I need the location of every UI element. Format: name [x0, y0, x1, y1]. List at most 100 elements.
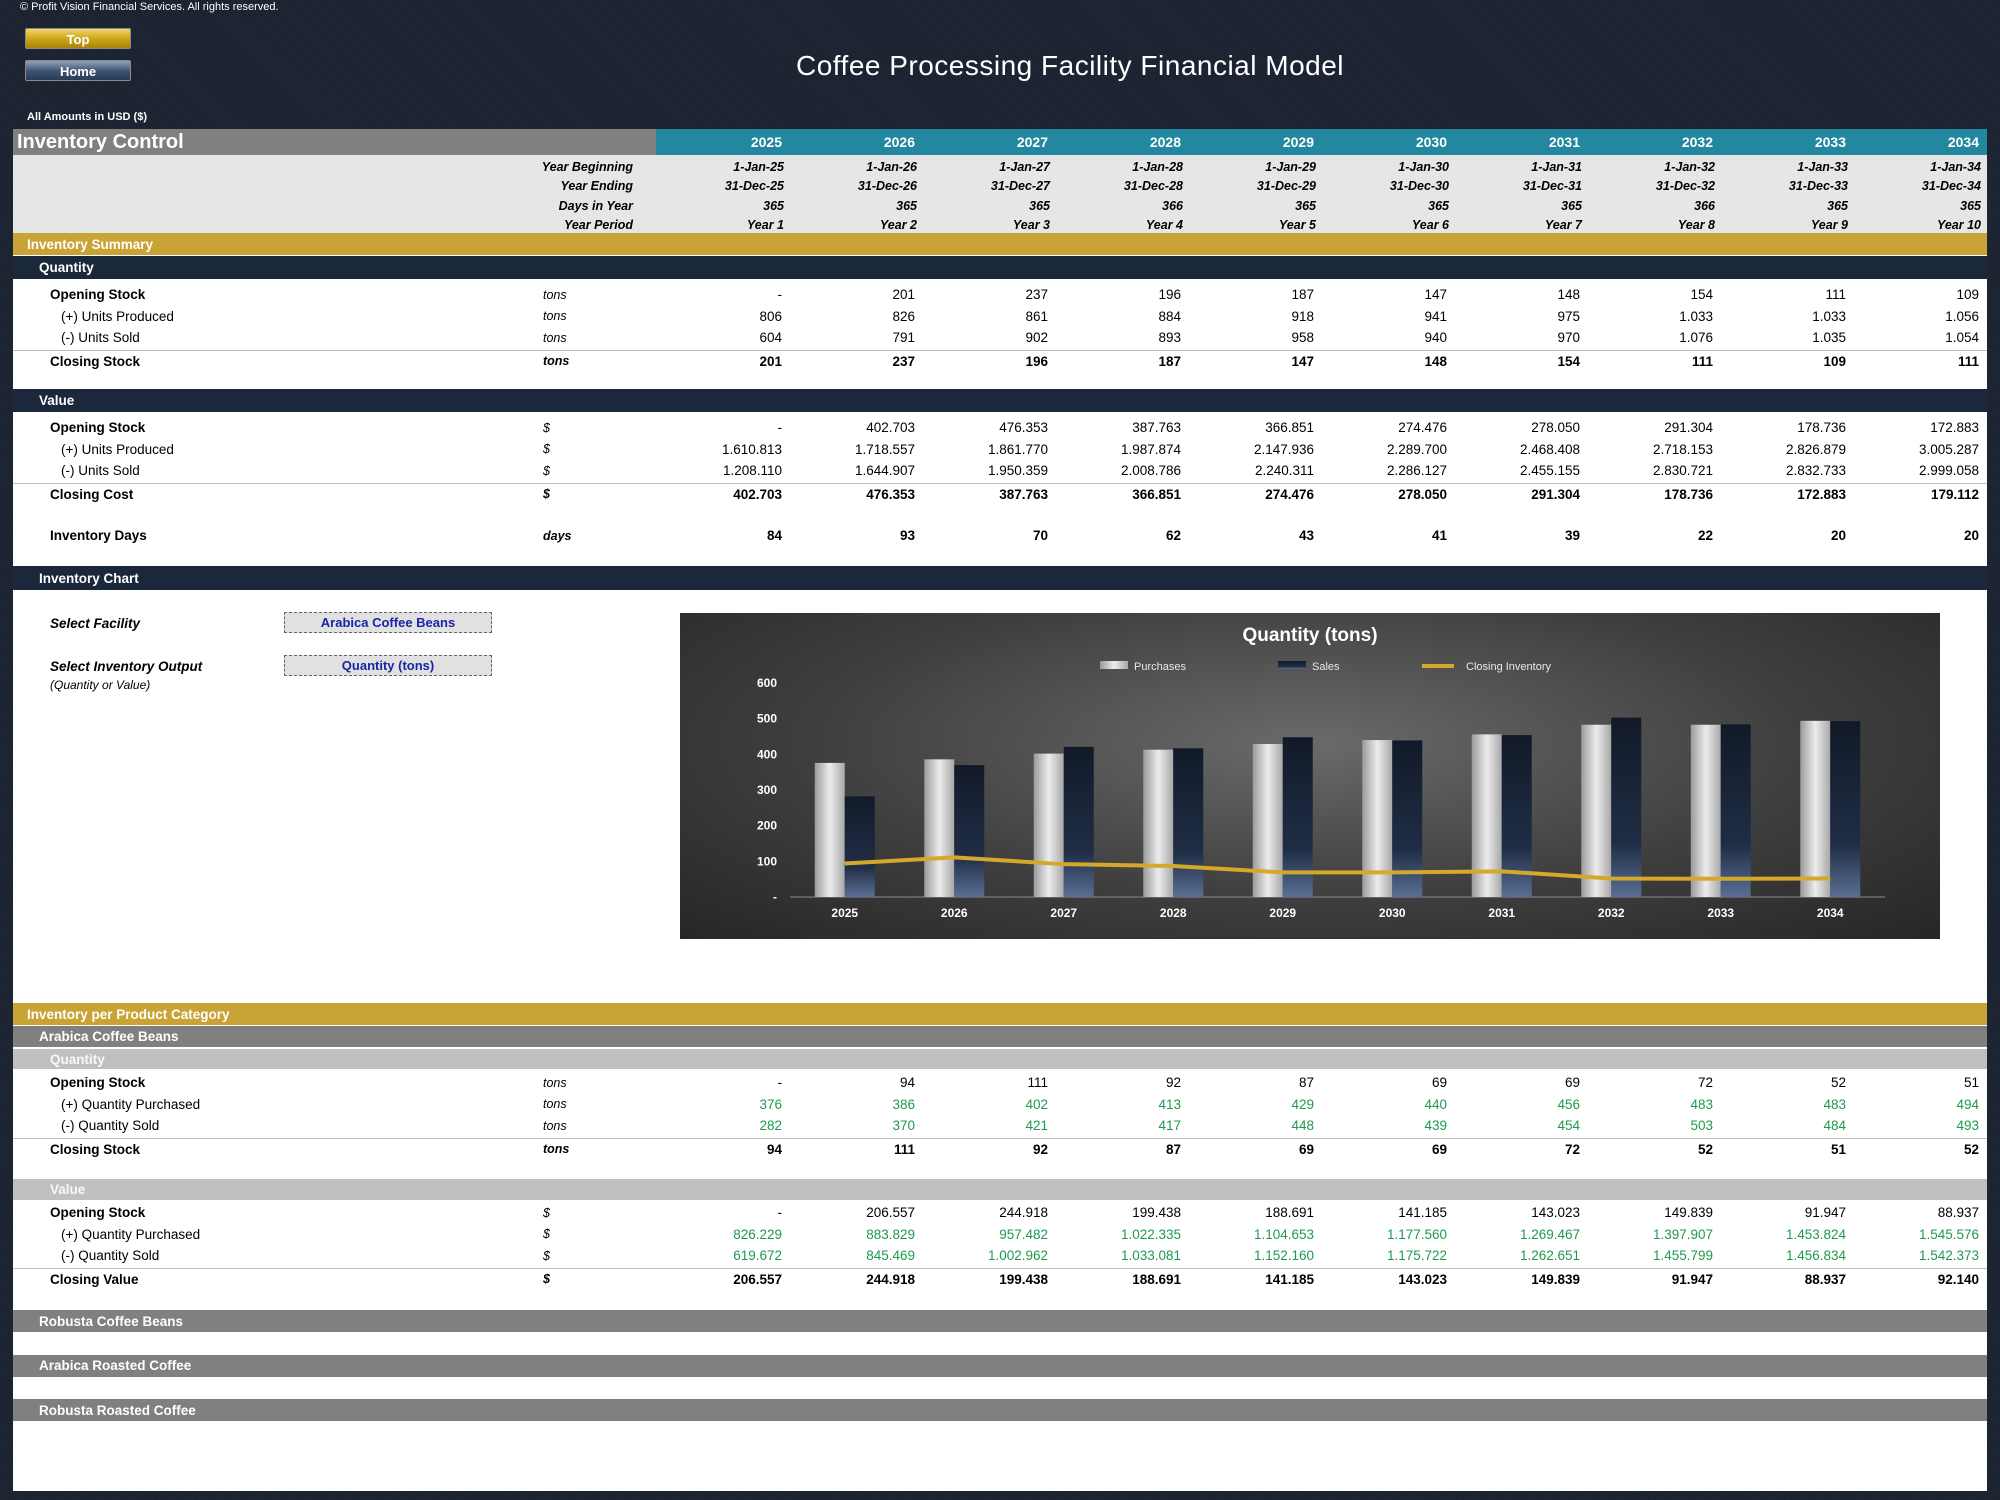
select-facility-row: Select Facility — [13, 612, 1987, 634]
year-header: 2029 — [1282, 134, 1314, 150]
legend-label: Closing Inventory — [1466, 661, 1551, 673]
line-closing-inventory — [844, 855, 1831, 881]
value-cell: 1.175.722 — [1386, 1248, 1447, 1264]
quantity-subheader: Quantity — [13, 256, 1987, 279]
value-cell: 494 — [1956, 1096, 1979, 1112]
value-label: Value — [39, 393, 75, 408]
value-cell: 109 — [1956, 287, 1979, 302]
select-output-row: Select Inventory Output — [13, 655, 1987, 677]
bar-purchases — [924, 759, 955, 897]
category-header: Inventory per Product Category — [13, 1003, 1987, 1025]
value-cell: 958 — [1291, 330, 1314, 346]
period-value: 365 — [1827, 198, 1848, 213]
row-unit: tons — [543, 1075, 567, 1090]
inventory-chart-title: Inventory Chart — [39, 570, 139, 586]
value-cell: 386 — [892, 1096, 915, 1112]
value-cell: 172.883 — [1797, 486, 1846, 502]
year-header: 2032 — [1681, 134, 1713, 150]
value-cell: 92 — [1032, 1141, 1048, 1157]
row-unit: tons — [543, 1142, 570, 1157]
period-value: 365 — [1428, 198, 1449, 213]
value-cell: 93 — [899, 528, 915, 543]
bar-sales — [954, 765, 985, 897]
collapsed-category-title: Robusta Coffee Beans — [39, 1313, 184, 1329]
value-cell: 3.005.287 — [1918, 441, 1979, 457]
category-title: Inventory per Product Category — [27, 1006, 230, 1022]
value-cell: 476.353 — [999, 420, 1048, 435]
value-cell: 370 — [892, 1118, 915, 1134]
value-cell: - — [777, 1075, 783, 1090]
y-tick-label: 200 — [757, 819, 777, 833]
period-value: Year 8 — [1677, 218, 1715, 232]
value-cell: 1.056 — [1945, 308, 1979, 324]
value-cell: 196 — [1025, 353, 1048, 369]
value-cell: 1.455.799 — [1652, 1248, 1713, 1264]
value-cell: 918 — [1291, 308, 1314, 324]
bar-purchases — [814, 762, 845, 897]
value-cell: 179.112 — [1930, 486, 1979, 502]
row-label: (+) Quantity Purchased — [61, 1226, 201, 1242]
value-cell: 454 — [1557, 1118, 1580, 1134]
top-button[interactable]: Top — [25, 28, 131, 49]
value-cell: 244.918 — [866, 1271, 915, 1287]
table-row: Opening Stock tons - 201 237 196 187 147 148 154 1… — [13, 284, 1987, 305]
value-cell: 84 — [766, 528, 782, 543]
x-tick-label: 2031 — [1488, 906, 1515, 920]
value-cell: 178.736 — [1664, 486, 1713, 502]
table-row: (-) Units Sold tons 604 791 902 893 958 940 970 1… — [13, 327, 1987, 348]
value-cell: 957.482 — [999, 1226, 1048, 1242]
value-cell: 1.644.907 — [854, 463, 915, 479]
value-cell: 278.050 — [1398, 486, 1447, 502]
home-button[interactable]: Home — [25, 60, 131, 81]
output-selector[interactable]: Quantity (tons) — [284, 655, 492, 676]
value-cell: 439 — [1424, 1118, 1447, 1134]
table-row: Closing Value $206.557 244.918 199.438 188.6… — [13, 1268, 1987, 1289]
period-value: 1-Jan-25 — [733, 159, 784, 174]
value-cell: 1.861.770 — [987, 441, 1048, 457]
bar-sales — [1282, 737, 1313, 897]
value-cell: 483 — [1690, 1096, 1713, 1112]
collapsed-category: Arabica Roasted Coffee — [13, 1354, 1987, 1377]
facility-selector[interactable]: Arabica Coffee Beans — [284, 612, 492, 633]
row-label: (+) Units Produced — [61, 441, 174, 457]
table-row: (-) Units Sold $1.208.110 1.644.907 1.950.3… — [13, 460, 1987, 481]
collapsed-category: Robusta Roasted Coffee — [13, 1399, 1987, 1422]
value-cell: 387.763 — [999, 486, 1048, 502]
page-title: Coffee Processing Facility Financial Mod… — [795, 50, 1345, 81]
period-label: Days in Year — [558, 198, 633, 213]
value-cell: 188.691 — [1265, 1205, 1314, 1220]
value-cell: 417 — [1158, 1118, 1181, 1134]
value-cell: 178.736 — [1797, 420, 1846, 435]
bar-purchases — [1690, 724, 1721, 897]
row-label: Opening Stock — [50, 287, 146, 302]
row-unit: $ — [543, 1272, 550, 1287]
row-unit: tons — [543, 330, 567, 345]
value-cell: 70 — [1032, 528, 1048, 543]
value-cell: 402.703 — [866, 420, 915, 435]
value-cell: 143.023 — [1398, 1271, 1447, 1287]
period-value: 1-Jan-34 — [1930, 159, 1981, 174]
value-cell: 2.455.155 — [1519, 463, 1580, 479]
value-cell: 1.022.335 — [1120, 1226, 1181, 1242]
amounts-note: All Amounts in USD ($) — [27, 111, 147, 123]
period-value: 31-Dec-30 — [1389, 179, 1449, 193]
value-cell: 92.140 — [1937, 1271, 1979, 1287]
row-label: Inventory Days — [50, 528, 147, 543]
period-value: 31-Dec-29 — [1256, 179, 1316, 193]
table-row: Closing Stock tons 201 237 196 187 147 148 154 11… — [13, 350, 1987, 371]
row-label: Opening Stock — [50, 1205, 146, 1220]
value-cell: 2.286.127 — [1386, 463, 1447, 479]
value-cell: 1.104.653 — [1253, 1226, 1314, 1242]
value-subheader: Value — [13, 389, 1987, 412]
value-cell: 88.937 — [1937, 1205, 1979, 1220]
row-unit: $ — [543, 487, 550, 502]
select-output-label: Select Inventory Output — [50, 658, 203, 674]
table-row: Opening Stock $ - 206.557 244.918 199.438 188.… — [13, 1202, 1987, 1223]
period-value: 365 — [896, 198, 917, 213]
arabica-value-label: Value — [50, 1182, 86, 1197]
value-cell: 206.557 — [733, 1271, 782, 1287]
table-row: (+) Quantity Purchased $826.229 883.829 957… — [13, 1224, 1987, 1245]
value-cell: 274.476 — [1398, 420, 1447, 435]
x-tick-label: 2034 — [1817, 906, 1844, 920]
row-label: (-) Quantity Sold — [61, 1118, 160, 1134]
